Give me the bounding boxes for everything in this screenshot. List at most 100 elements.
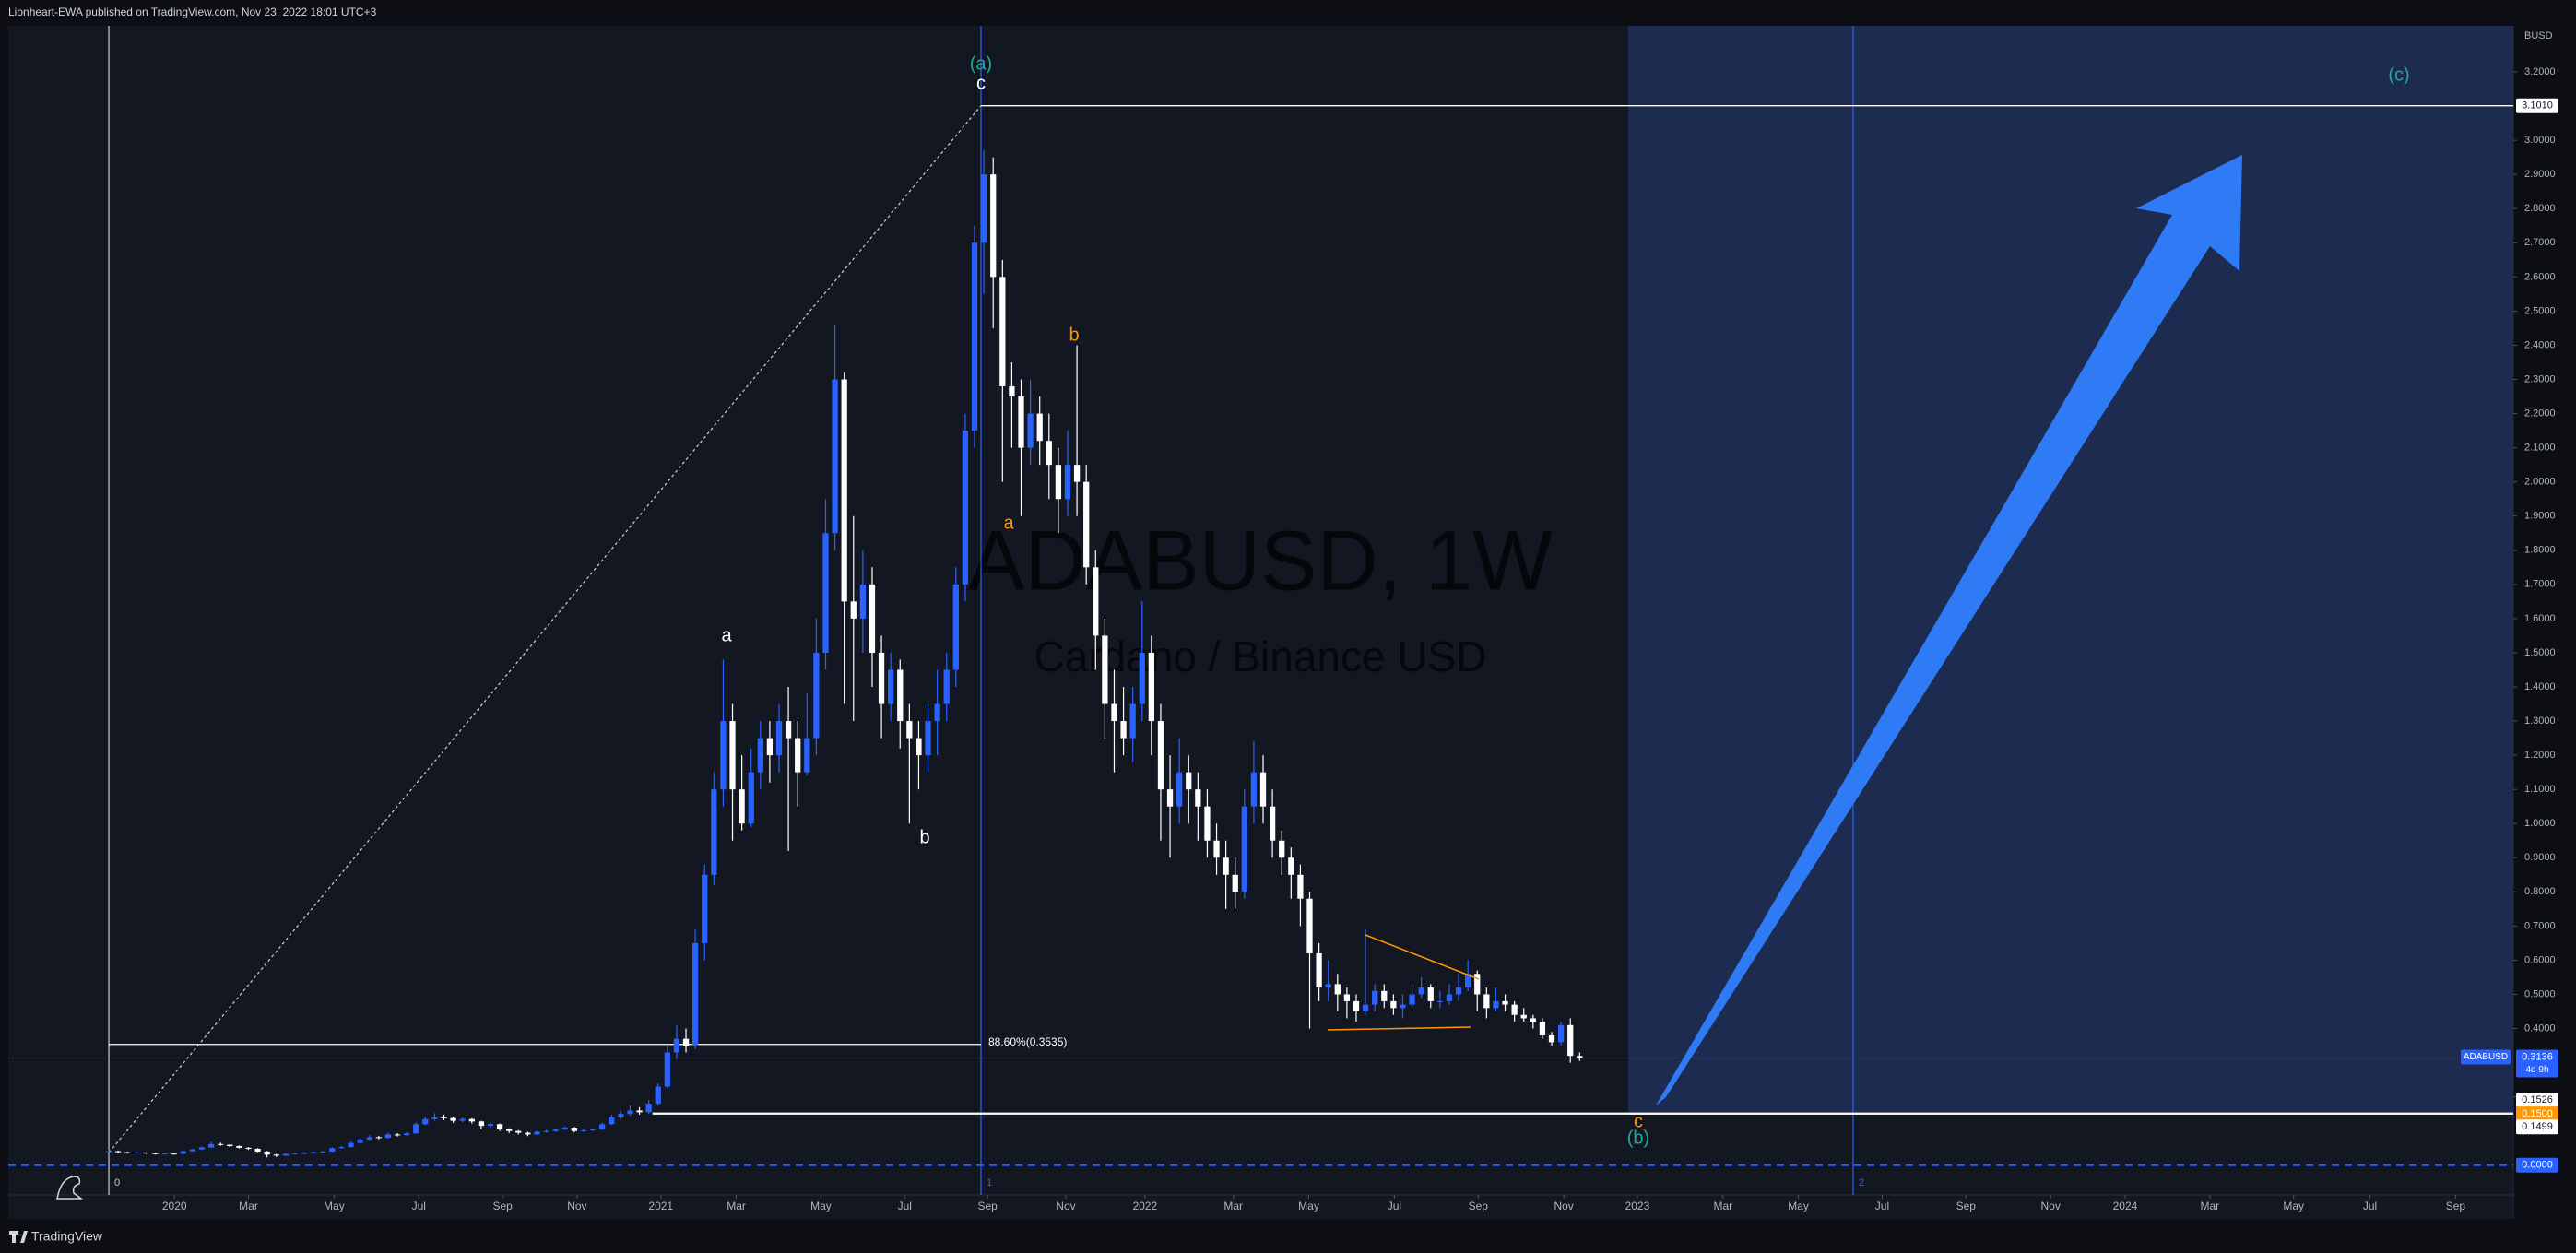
- candle-body: [404, 1133, 410, 1136]
- wave-label: (a): [970, 53, 992, 74]
- candle-body: [925, 721, 931, 756]
- candle-body: [245, 1147, 252, 1149]
- candle-body: [1306, 898, 1313, 954]
- wave-label: (b): [1627, 1128, 1649, 1148]
- x-tick-label: May: [1298, 1200, 1319, 1212]
- x-tick-label: Jul: [1875, 1200, 1889, 1212]
- candle-body: [1027, 413, 1034, 448]
- x-tick-label: 2023: [1625, 1200, 1650, 1212]
- candle-body: [115, 1151, 122, 1153]
- trend-line: [1327, 1026, 1471, 1031]
- y-tick-label: 1.2000: [2524, 750, 2556, 761]
- watermark-subtitle: Cardano / Binance USD: [1034, 632, 1487, 680]
- y-tick-label: 2.8000: [2524, 203, 2556, 214]
- candle-body: [552, 1129, 559, 1131]
- candle-body: [515, 1130, 522, 1133]
- y-tick-label: 1.7000: [2524, 579, 2556, 590]
- x-tick-label: Mar: [727, 1200, 746, 1212]
- symbol-label: ADABUSD: [2464, 1052, 2508, 1062]
- y-tick-label: 2.0000: [2524, 477, 2556, 488]
- candle-body: [1502, 1000, 1508, 1005]
- candle-body: [198, 1147, 206, 1150]
- y-tick-label: 2.5000: [2524, 305, 2556, 316]
- x-tick-label: Sep: [1469, 1200, 1489, 1212]
- candle-body: [338, 1147, 345, 1149]
- footer-logo: TradingView: [9, 1229, 103, 1244]
- candle-body: [673, 1038, 680, 1053]
- candle-body: [422, 1118, 429, 1125]
- fib-diagonal: [108, 105, 982, 1153]
- candle-body: [1362, 1004, 1369, 1012]
- candle-body: [1436, 1000, 1443, 1002]
- x-tick-label: May: [1788, 1200, 1809, 1212]
- candle-body: [329, 1148, 336, 1152]
- candle-body: [1577, 1056, 1583, 1058]
- candle-body: [711, 789, 717, 875]
- level-label-box: [2516, 1119, 2558, 1135]
- mascot-icon: [56, 1176, 84, 1200]
- candle-body: [971, 242, 978, 431]
- candle-body: [1018, 396, 1024, 448]
- candle-body: [739, 789, 745, 824]
- y-tick-label: 0.7000: [2524, 920, 2556, 931]
- candle-body: [655, 1086, 661, 1105]
- x-tick-label: Nov: [1554, 1200, 1573, 1212]
- candle-body: [450, 1117, 456, 1121]
- candle-body: [1083, 481, 1090, 568]
- level-label: 0.0000: [2522, 1160, 2553, 1171]
- candle-body: [561, 1128, 568, 1129]
- candle-body: [822, 533, 829, 653]
- candle-body: [999, 277, 1006, 386]
- wave-label: a: [721, 625, 732, 645]
- candle-body: [1557, 1024, 1565, 1043]
- x-tick-label: Mar: [1713, 1200, 1732, 1212]
- candle-body: [218, 1143, 224, 1145]
- candle-body: [543, 1130, 549, 1132]
- candle-body: [813, 652, 820, 739]
- y-tick-label: 3.2000: [2524, 66, 2556, 77]
- candle-body: [357, 1139, 363, 1143]
- candle-body: [934, 703, 940, 722]
- y-tick-label: 1.3000: [2524, 715, 2556, 727]
- y-tick-label: 2.7000: [2524, 237, 2556, 248]
- candle-body: [291, 1153, 299, 1154]
- candle-body: [1111, 703, 1117, 722]
- candle-body: [1455, 987, 1462, 995]
- candle-body: [841, 379, 847, 602]
- candle-body: [1148, 652, 1154, 722]
- candle-body: [468, 1118, 475, 1122]
- candle-body: [1223, 857, 1229, 875]
- candle-body: [1195, 789, 1201, 807]
- y-tick-label: 1.4000: [2524, 681, 2556, 692]
- candle-body: [990, 174, 997, 278]
- candle-body: [1259, 772, 1267, 807]
- candle-body: [394, 1134, 401, 1136]
- candle-body: [1316, 953, 1322, 988]
- candle-body: [1427, 987, 1434, 1001]
- x-tick-label: 2024: [2113, 1200, 2138, 1212]
- wave-label: a: [1003, 513, 1014, 533]
- candle-body: [1186, 772, 1192, 790]
- x-tick-label: Sep: [492, 1200, 513, 1212]
- watermark-title: ADABUSD, 1W: [968, 514, 1553, 608]
- candle-body: [1036, 413, 1043, 442]
- candle-body: [1241, 806, 1247, 892]
- candle-body: [1353, 1000, 1360, 1012]
- candle-body: [1166, 789, 1174, 807]
- y-tick-label: 0.9000: [2524, 852, 2556, 863]
- y-tick-label: 2.2000: [2524, 408, 2556, 419]
- candle-body: [525, 1132, 531, 1135]
- candle-body: [1474, 974, 1481, 995]
- fib-time-label: 1: [987, 1177, 992, 1188]
- x-tick-label: Nov: [2041, 1200, 2061, 1212]
- candle-body: [1539, 1022, 1546, 1035]
- candle-body: [645, 1104, 652, 1113]
- candle-body: [1102, 635, 1108, 704]
- candle-body: [1409, 994, 1415, 1005]
- candle-body: [384, 1134, 392, 1139]
- candle-body: [282, 1153, 290, 1156]
- wave-label: (c): [2388, 65, 2409, 85]
- y-tick-label: 2.6000: [2524, 271, 2556, 282]
- y-tick-label: 2.1000: [2524, 443, 2556, 454]
- x-tick-label: Jul: [412, 1200, 426, 1212]
